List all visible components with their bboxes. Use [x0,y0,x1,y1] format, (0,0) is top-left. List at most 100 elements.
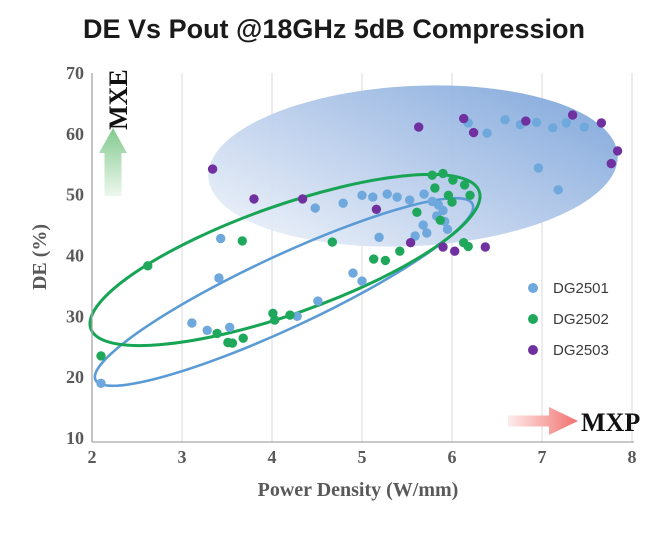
data-point-dg2502 [238,333,248,343]
x-tick-label-6: 6 [448,447,457,467]
series-dg2502 [96,168,475,361]
data-point-dg2502 [438,168,448,179]
y-tick-label-70: 70 [66,63,84,83]
data-point-dg2501 [419,189,429,199]
dg2502-envelope [88,172,482,348]
mxp-annotation: MXP [508,407,640,437]
data-point-dg2501 [368,192,378,202]
data-point-dg2503 [480,242,490,252]
data-point-dg2501 [531,117,542,128]
x-tick-label-4: 4 [268,447,277,467]
data-point-dg2501 [338,198,348,208]
data-point-dg2503 [567,110,578,120]
data-point-dg2501 [225,322,235,332]
data-point-dg2502 [427,170,437,180]
data-point-dg2502 [327,237,337,247]
data-point-dg2502 [380,255,391,266]
y-tick-label-40: 40 [66,246,84,266]
x-tick-label-8: 8 [628,447,637,467]
data-point-dg2503 [596,118,607,128]
data-point-dg2501 [202,325,212,335]
legend-marker-dg2501[interactable] [528,283,538,293]
data-point-dg2503 [612,146,623,156]
legend-item-dg2501[interactable]: DG2501 [528,280,609,297]
dg2503-shaded-cluster [208,85,618,247]
y-tick-label-50: 50 [66,185,84,205]
data-point-dg2501 [357,190,367,200]
legend-item-dg2502[interactable]: DG2502 [528,311,609,328]
legend-label-dg2501[interactable]: DG2501 [553,280,609,297]
data-point-dg2501 [410,231,420,241]
data-point-dg2501 [310,203,320,213]
x-tick-label-3: 3 [178,447,187,467]
series-dg2501 [96,115,589,388]
data-point-dg2501 [374,232,384,242]
data-point-dg2502 [143,261,153,271]
legend-marker-dg2503[interactable] [528,345,538,355]
data-point-dg2501 [579,122,589,132]
data-point-dg2501 [357,276,367,286]
data-point-dg2501 [418,220,428,230]
x-tick-label-2: 2 [88,447,97,467]
data-point-dg2501 [187,318,197,328]
data-point-dg2501 [382,189,392,199]
data-point-dg2503 [468,127,479,138]
data-point-dg2502 [412,207,422,217]
data-point-dg2502 [459,180,470,190]
shaded-cluster-region [208,85,618,247]
data-point-dg2501 [313,296,323,306]
mxe-label: MXE [104,69,133,130]
data-point-dg2502 [270,315,280,325]
data-point-dg2501 [392,192,402,202]
dg2501-envelope [93,196,475,388]
y-tick-label-10: 10 [66,428,84,448]
legend-label-dg2502[interactable]: DG2502 [553,311,609,328]
series-dg2503 [207,110,623,256]
data-point-dg2501 [214,273,224,283]
data-point-dg2502 [96,351,106,361]
data-point-dg2503 [405,238,416,248]
data-point-dg2502 [285,310,295,320]
data-point-dg2501 [438,205,448,216]
data-point-dg2503 [371,204,382,214]
data-point-dg2501 [442,224,453,234]
data-point-dg2501 [292,311,302,321]
data-point-dg2503 [438,242,448,252]
data-point-dg2501 [561,118,571,128]
data-point-dg2502 [465,190,475,200]
data-point-dg2501 [553,185,563,195]
data-point-dg2501 [482,128,492,138]
y-axis-title: DE (%) [29,224,51,290]
chart-title: DE Vs Pout @18GHz 5dB Compression [83,14,585,44]
x-axis-title: Power Density (W/mm) [258,479,459,501]
data-point-dg2503 [249,194,259,204]
data-point-dg2501 [405,195,415,205]
cluster-envelopes [88,172,482,388]
data-point-dg2502 [430,183,440,193]
legend-marker-dg2502[interactable] [528,314,538,324]
data-point-dg2503 [459,113,469,124]
mxe-annotation: MXE [99,69,133,196]
y-tick-label-20: 20 [66,367,84,387]
legend: DG2501 DG2502 DG2503 [528,280,609,359]
data-point-dg2501 [500,115,510,125]
data-point-dg2502 [448,175,458,185]
data-point-dg2501 [216,233,226,244]
legend-item-dg2503[interactable]: DG2503 [528,342,609,359]
data-point-dg2503 [297,194,308,204]
data-point-dg2503 [521,116,531,126]
mxp-label: MXP [581,408,640,437]
data-point-dg2502 [237,236,247,246]
mxp-right-arrow-icon [508,407,578,435]
x-tick-label-7: 7 [538,447,547,467]
data-point-dg2502 [212,328,222,339]
data-point-dg2503 [450,246,460,256]
data-point-dg2502 [463,241,473,252]
data-point-dg2503 [606,158,616,169]
data-point-dg2501 [348,268,358,278]
data-point-dg2501 [548,123,558,133]
data-point-dg2501 [533,163,544,173]
legend-label-dg2503[interactable]: DG2503 [553,342,609,359]
tick-labels: 2 3 4 5 6 7 8 10 20 30 40 50 60 70 [66,63,637,467]
